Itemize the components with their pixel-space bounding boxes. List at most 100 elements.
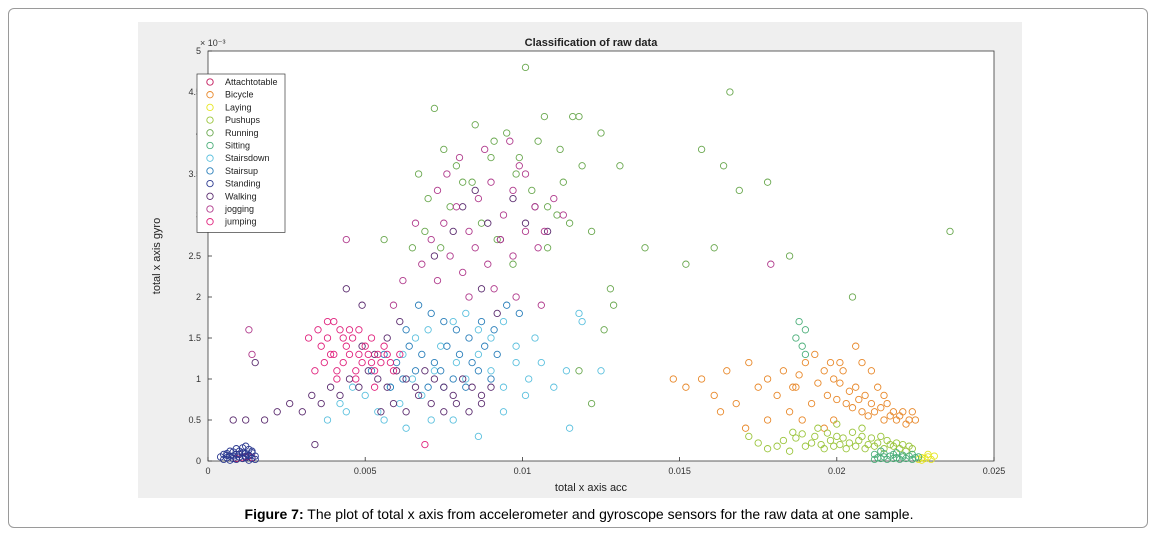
data-point <box>333 367 341 375</box>
data-point <box>396 317 404 326</box>
data-point <box>754 439 762 447</box>
data-point <box>883 399 891 408</box>
data-point <box>509 194 517 203</box>
data-point <box>449 416 457 424</box>
y-tick-label: 1 <box>196 374 201 384</box>
legend-item: Attachtotable <box>206 77 278 87</box>
data-point <box>484 260 492 268</box>
data-point <box>503 301 511 309</box>
data-point <box>377 358 385 367</box>
data-point <box>311 440 319 449</box>
data-point <box>889 408 898 416</box>
data-point <box>785 408 794 416</box>
data-point <box>455 153 464 162</box>
data-point <box>811 432 819 441</box>
data-point <box>345 350 354 359</box>
legend-marker <box>206 103 214 112</box>
x-tick-label: 0.015 <box>668 466 691 476</box>
legend-item: Bicycle <box>206 90 254 100</box>
data-point <box>367 358 376 367</box>
data-point <box>487 367 495 375</box>
y-axis-label: total x axis gyro <box>151 218 163 294</box>
data-point <box>389 399 398 408</box>
legend-label: Walking <box>225 191 257 201</box>
legend-label: Standing <box>225 179 261 189</box>
data-point <box>474 350 483 359</box>
data-point <box>789 383 797 391</box>
legend-marker <box>206 91 214 99</box>
data-point <box>440 383 448 391</box>
series-standing <box>216 442 259 464</box>
data-point <box>311 367 319 375</box>
data-point <box>452 203 461 211</box>
data-point <box>587 399 596 408</box>
data-point <box>867 399 876 408</box>
data-point <box>814 424 822 432</box>
data-point <box>342 342 350 350</box>
data-point <box>383 383 391 391</box>
data-point <box>798 416 806 424</box>
data-point <box>389 367 398 375</box>
legend-item: Stairsup <box>206 166 258 176</box>
data-point <box>820 445 828 453</box>
data-point <box>242 452 250 460</box>
data-point <box>839 434 847 442</box>
data-point <box>477 317 486 326</box>
legend: Attachtotable Bicycle Laying Pushups Running… <box>196 73 286 233</box>
data-point <box>364 350 372 359</box>
y-tick-label: 0.5 <box>188 415 201 425</box>
y-tick-label: 0 <box>196 456 201 466</box>
data-point <box>449 375 457 383</box>
axes-background <box>207 50 995 462</box>
data-point <box>427 309 435 318</box>
data-point <box>490 285 498 293</box>
data-point <box>789 428 797 436</box>
legend-marker <box>206 167 214 175</box>
data-point <box>452 399 461 408</box>
data-point <box>367 334 376 342</box>
x-tick-label: 0.02 <box>828 466 846 476</box>
data-point <box>481 342 489 350</box>
data-point <box>487 178 495 186</box>
caption-text: The plot of total x axis from accelerome… <box>307 506 914 522</box>
data-point <box>455 350 464 359</box>
data-point <box>792 383 800 391</box>
legend-item: Running <box>206 128 259 138</box>
data-point <box>427 235 435 244</box>
series-sitting <box>792 317 923 464</box>
x-axis-ticks: 0 0.005 0.01 0.015 0.02 0.025 <box>205 457 1005 476</box>
data-point <box>587 227 596 236</box>
data-point <box>440 219 448 227</box>
data-point <box>465 293 473 301</box>
data-point <box>559 178 567 186</box>
data-point <box>565 219 574 227</box>
legend-label: jogging <box>224 204 254 214</box>
data-point <box>575 367 583 375</box>
data-point <box>597 129 605 137</box>
data-point <box>374 350 382 359</box>
data-point <box>430 252 439 260</box>
data-point <box>430 104 439 113</box>
data-point <box>314 326 322 334</box>
data-point <box>251 358 259 367</box>
data-point <box>459 268 467 277</box>
data-point <box>411 367 420 375</box>
data-point <box>399 276 407 285</box>
data-point <box>330 350 338 359</box>
data-point <box>414 391 423 400</box>
data-point <box>578 162 586 170</box>
data-point <box>512 358 520 367</box>
data-point <box>792 434 800 442</box>
data-point <box>870 408 879 416</box>
y-tick-label: 2.5 <box>188 251 201 261</box>
legend-label: Attachtotable <box>225 77 278 87</box>
data-point <box>858 408 866 416</box>
data-point <box>317 342 325 350</box>
chart-title: Classification of raw data <box>525 37 659 49</box>
data-point <box>471 121 479 129</box>
data-point <box>465 408 473 416</box>
legend-item: Sitting <box>206 141 250 151</box>
data-point <box>452 162 461 170</box>
data-point <box>735 186 743 195</box>
data-point <box>899 408 907 416</box>
